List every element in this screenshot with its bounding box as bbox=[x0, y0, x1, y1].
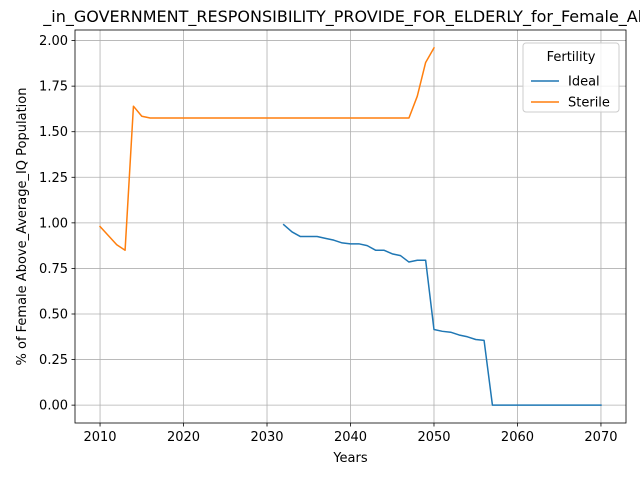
x-tick-label: 2070 bbox=[584, 430, 617, 445]
x-axis-label: Years bbox=[332, 451, 368, 466]
legend-label-sterile: Sterile bbox=[568, 96, 610, 111]
x-tick-label: 2030 bbox=[250, 430, 283, 445]
y-tick-label: 1.25 bbox=[39, 171, 68, 186]
y-tick-label: 2.00 bbox=[39, 34, 68, 49]
y-tick-label: 0.75 bbox=[39, 262, 68, 277]
x-tick-label: 2020 bbox=[167, 430, 200, 445]
x-tick-label: 2050 bbox=[417, 430, 450, 445]
y-tick-label: 0.50 bbox=[39, 307, 68, 322]
x-tick-label: 2060 bbox=[501, 430, 534, 445]
y-tick-label: 1.00 bbox=[39, 216, 68, 231]
y-tick-label: 0.00 bbox=[39, 399, 68, 414]
legend: Fertility Ideal Sterile bbox=[523, 43, 619, 112]
series-points-ideal bbox=[284, 225, 601, 405]
x-tick-label: 2010 bbox=[83, 430, 116, 445]
legend-title: Fertility bbox=[547, 50, 596, 65]
x-tick-label: 2040 bbox=[334, 430, 367, 445]
chart-title: _in_GOVERNMENT_RESPONSIBILITY_PROVIDE_FO… bbox=[42, 7, 640, 27]
y-axis-label: % of Female Above_Average_IQ Population bbox=[15, 88, 30, 366]
legend-label-ideal: Ideal bbox=[568, 75, 600, 90]
y-tick-label: 1.50 bbox=[39, 125, 68, 140]
series-line-ideal bbox=[284, 225, 601, 405]
y-tick-label: 1.75 bbox=[39, 80, 68, 95]
y-tick-label: 0.25 bbox=[39, 353, 68, 368]
